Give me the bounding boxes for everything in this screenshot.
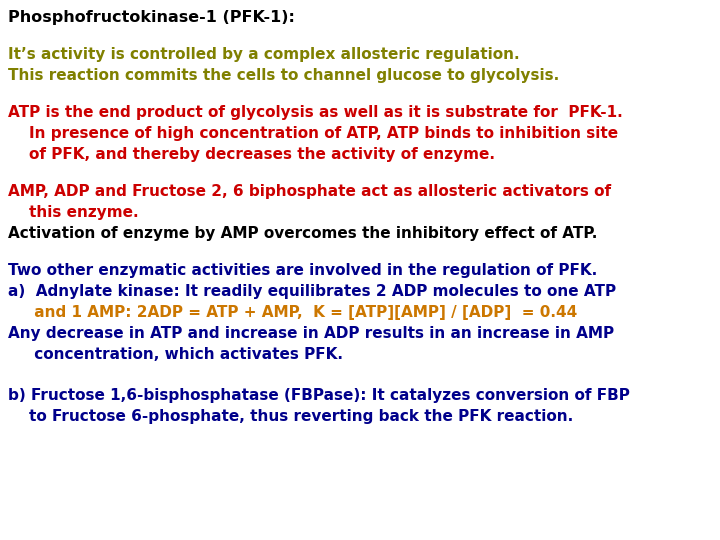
Text: to Fructose 6-phosphate, thus reverting back the PFK reaction.: to Fructose 6-phosphate, thus reverting … — [8, 409, 573, 424]
Text: b) Fructose 1,6-bisphosphatase (FBPase): It catalyzes conversion of FBP: b) Fructose 1,6-bisphosphatase (FBPase):… — [8, 388, 630, 403]
Text: of PFK, and thereby decreases the activity of enzyme.: of PFK, and thereby decreases the activi… — [8, 147, 495, 162]
Text: a)  Adnylate kinase: It readily equilibrates 2 ADP molecules to one ATP: a) Adnylate kinase: It readily equilibra… — [8, 284, 616, 299]
Text: AMP, ADP and Fructose 2, 6 biphosphate act as allosteric activators of: AMP, ADP and Fructose 2, 6 biphosphate a… — [8, 184, 611, 199]
Text: ATP is the end product of glycolysis as well as it is substrate for  PFK-1.: ATP is the end product of glycolysis as … — [8, 105, 623, 120]
Text: this enzyme.: this enzyme. — [8, 205, 139, 220]
Text: Any decrease in ATP and increase in ADP results in an increase in AMP: Any decrease in ATP and increase in ADP … — [8, 326, 614, 341]
Text: This reaction commits the cells to channel glucose to glycolysis.: This reaction commits the cells to chann… — [8, 68, 559, 83]
Text: Two other enzymatic activities are involved in the regulation of PFK.: Two other enzymatic activities are invol… — [8, 263, 598, 278]
Text: In presence of high concentration of ATP, ATP binds to inhibition site: In presence of high concentration of ATP… — [8, 126, 618, 141]
Text: concentration, which activates PFK.: concentration, which activates PFK. — [8, 347, 343, 362]
Text: Activation of enzyme by AMP overcomes the inhibitory effect of ATP.: Activation of enzyme by AMP overcomes th… — [8, 226, 598, 241]
Text: Phosphofructokinase-1 (PFK-1):: Phosphofructokinase-1 (PFK-1): — [8, 10, 295, 25]
Text: and 1 AMP: 2ADP = ATP + AMP,  K = [ATP][AMP] / [ADP]  = 0.44: and 1 AMP: 2ADP = ATP + AMP, K = [ATP][A… — [8, 305, 577, 320]
Text: It’s activity is controlled by a complex allosteric regulation.: It’s activity is controlled by a complex… — [8, 47, 520, 62]
